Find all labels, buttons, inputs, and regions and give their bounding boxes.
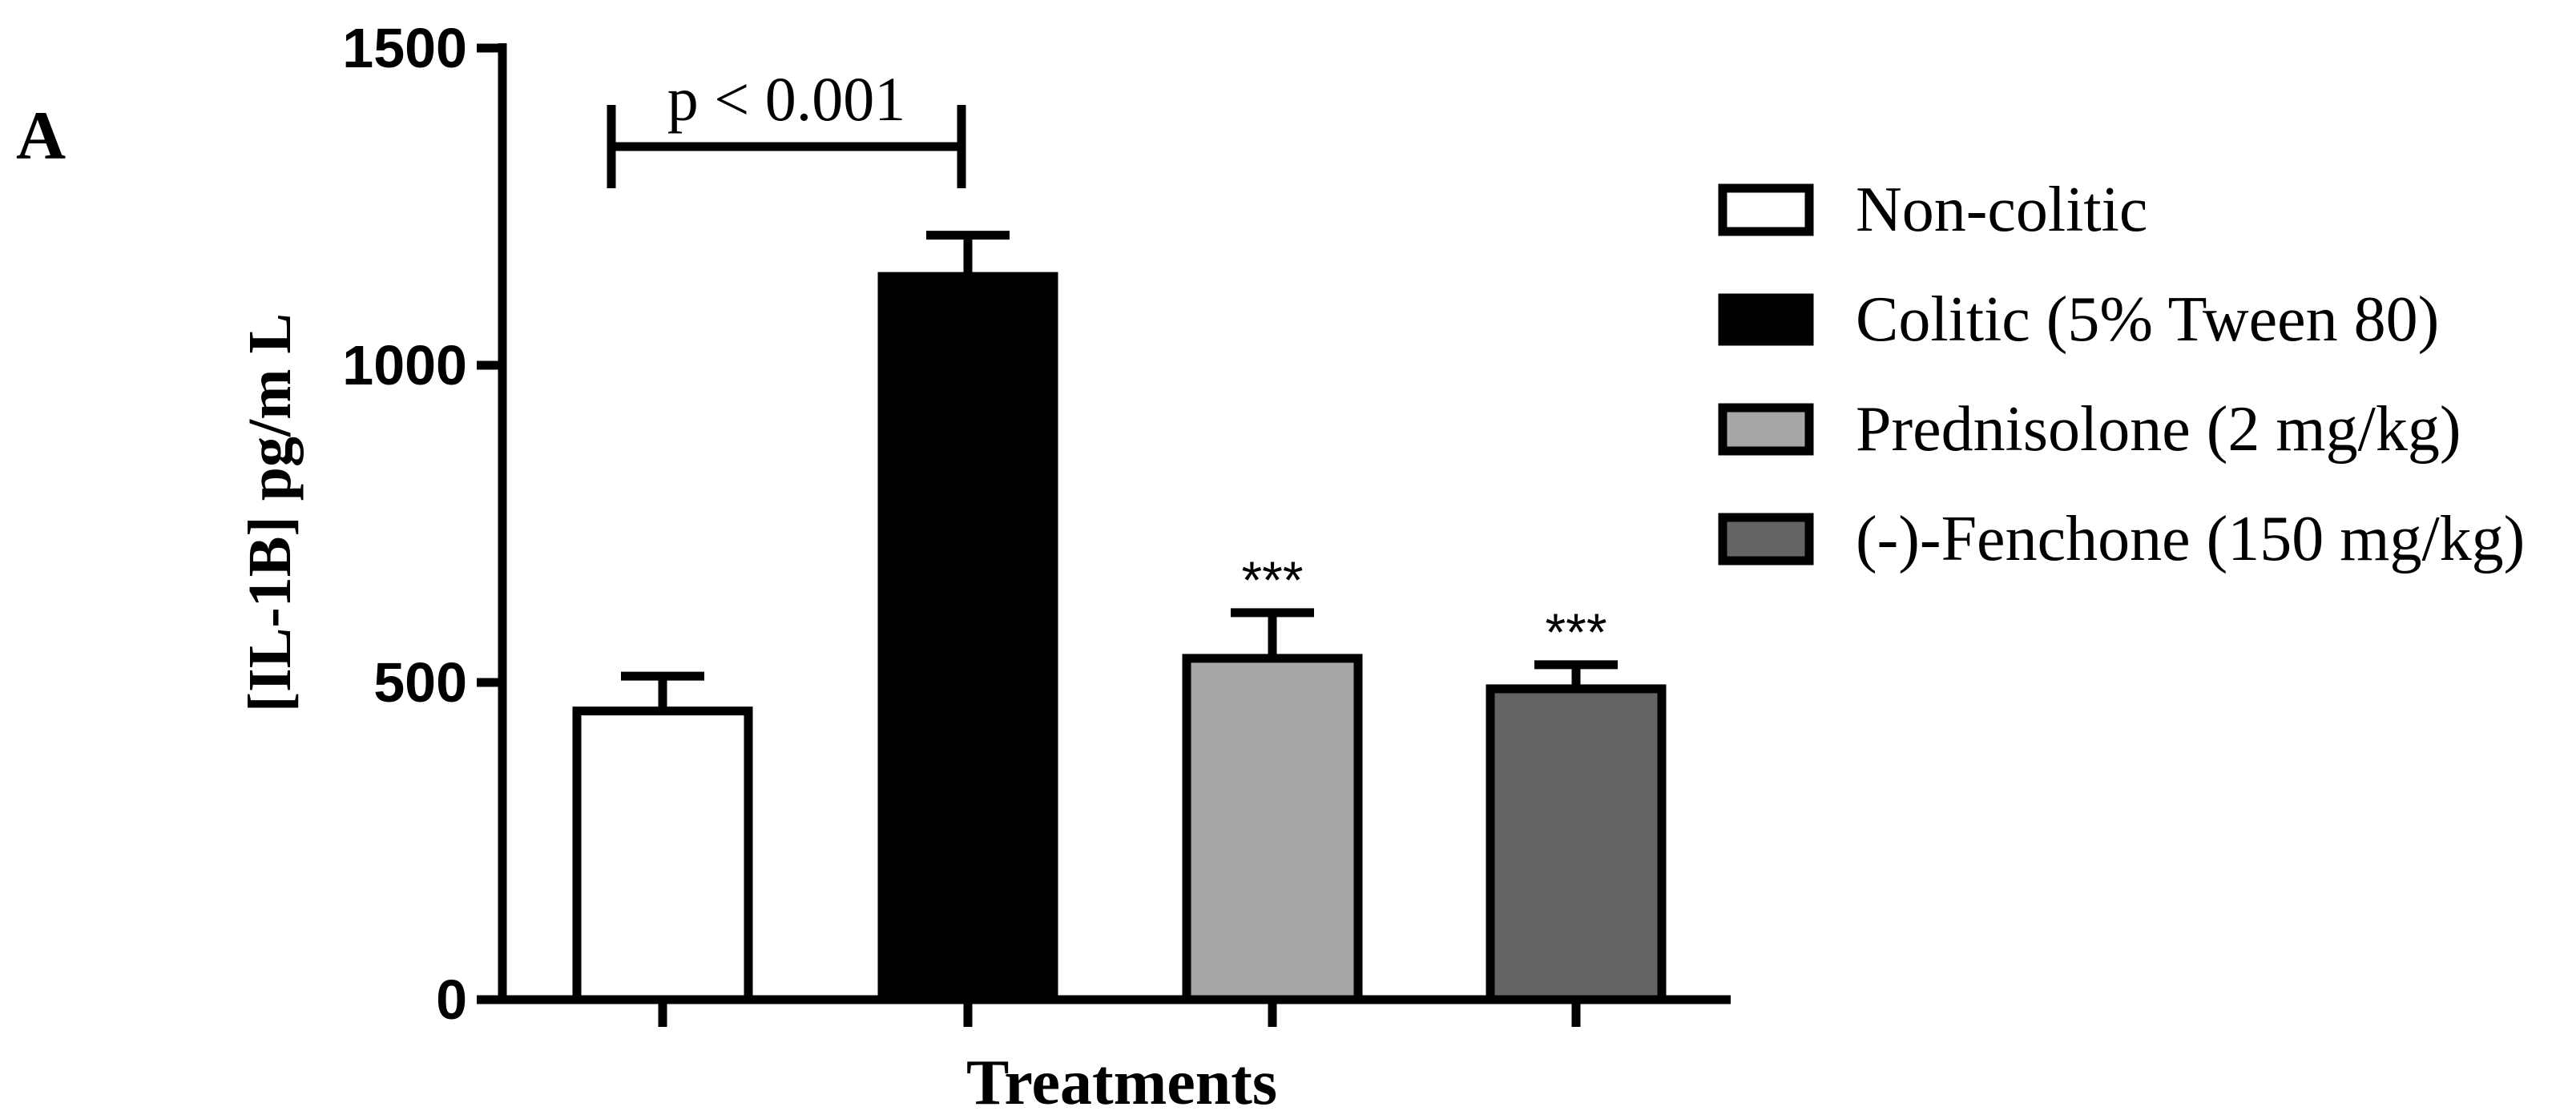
bar bbox=[572, 706, 753, 1004]
legend-swatch bbox=[1718, 183, 1814, 236]
y-tick-label: 1500 bbox=[342, 17, 467, 79]
legend: Non-colitic Colitic (5% Tween 80) Predniso… bbox=[1718, 175, 2525, 574]
significance-label: *** bbox=[1545, 602, 1606, 662]
legend-label: Prednisolone (2 mg/kg) bbox=[1856, 394, 2461, 465]
bar bbox=[1486, 684, 1667, 1004]
y-tick-label: 0 bbox=[436, 968, 467, 1031]
comparison-label: p < 0.001 bbox=[667, 64, 906, 134]
significance-label: *** bbox=[1241, 550, 1303, 610]
legend-swatch bbox=[1718, 403, 1814, 456]
legend-label: Colitic (5% Tween 80) bbox=[1856, 284, 2439, 355]
legend-swatch bbox=[1718, 513, 1814, 566]
bar bbox=[877, 272, 1058, 1004]
plot-area: 0 500 1000 1500 *** *** p < 0.001 bbox=[342, 17, 1731, 1031]
y-axis-label: [IL-1B] pg/m L bbox=[236, 313, 304, 712]
panel-label: A bbox=[16, 97, 66, 174]
x-axis-label: Treatments bbox=[966, 1048, 1277, 1118]
bar bbox=[1182, 654, 1363, 1004]
y-tick-label: 500 bbox=[373, 651, 467, 714]
legend-swatch bbox=[1718, 293, 1814, 346]
y-tick-label: 1000 bbox=[342, 334, 467, 396]
legend-label: (-)-Fenchone (150 mg/kg) bbox=[1856, 504, 2525, 574]
legend-label: Non-colitic bbox=[1856, 175, 2147, 245]
